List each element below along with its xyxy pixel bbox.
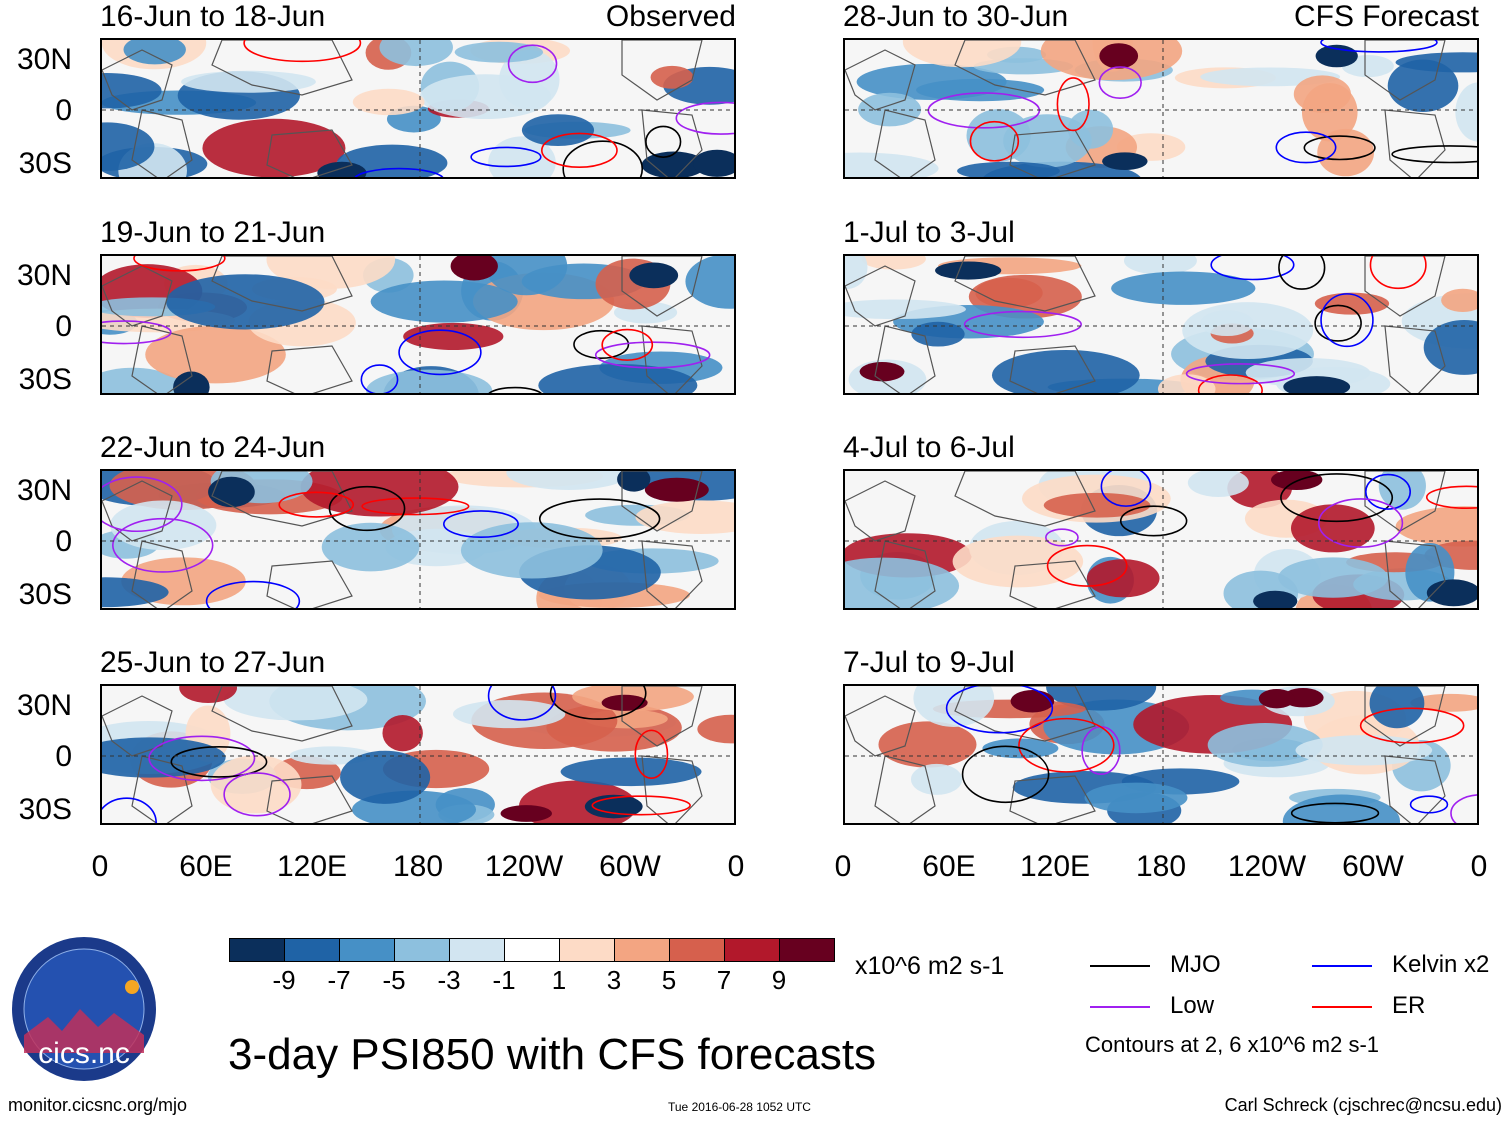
colorbar-tick-label: -3 [437, 965, 461, 995]
map-frame [843, 254, 1479, 395]
map-panel-5: 28-Jun to 30-Jun CFS Forecast [843, 0, 1479, 179]
latitude-label: 0 [55, 310, 72, 343]
psi-field [845, 471, 1477, 608]
legend-label: Kelvin x2 [1392, 951, 1490, 978]
latitude-label: 30S [18, 147, 72, 180]
colorbar-units: x10^6 m2 s-1 [855, 952, 1005, 980]
longitude-label: 120E [1019, 850, 1091, 883]
panel-date-range: 25-Jun to 27-Jun [100, 646, 326, 679]
longitude-label: 60W [1342, 850, 1404, 883]
latitude-label: 30S [18, 793, 72, 826]
cics-logo: cics.nc [12, 937, 156, 1081]
longitude-label: 0 [727, 850, 745, 883]
legend-label: ER [1392, 992, 1426, 1019]
longitude-label: 0 [834, 850, 852, 883]
panel-source-label: CFS Forecast [1293, 0, 1479, 33]
longitude-label: 0 [1470, 850, 1488, 883]
legend-line-swatch [1090, 965, 1150, 967]
map-panel-6: 1-Jul to 3-Jul [843, 216, 1479, 395]
psi-field [102, 256, 734, 393]
legend-line-swatch [1312, 965, 1372, 967]
colorbar-swatch [724, 938, 780, 962]
longitude-label: 60E [922, 850, 976, 883]
panel-date-range: 1-Jul to 3-Jul [843, 216, 1015, 249]
panel-date-range: 19-Jun to 21-Jun [100, 216, 326, 249]
map-panel-2: 19-Jun to 21-Jun [100, 216, 736, 395]
colorbar-tick-label: -1 [492, 965, 516, 995]
map-frame [100, 38, 736, 179]
colorbar-swatch [394, 938, 450, 962]
panel-date-range: 7-Jul to 9-Jul [843, 646, 1015, 679]
legend-label: Low [1170, 992, 1215, 1019]
panel-date-range: 16-Jun to 18-Jun [100, 0, 326, 33]
colorbar-tick-label: -5 [382, 965, 406, 995]
colorbar-tick-label: -9 [272, 965, 296, 995]
map-frame [100, 469, 736, 610]
longitude-label: 120W [484, 850, 564, 883]
colorbar-tick-label: 9 [771, 965, 787, 995]
map-frame [100, 254, 736, 395]
map-panel-7: 4-Jul to 6-Jul [843, 431, 1479, 610]
colorbar-tick-label: 5 [661, 965, 677, 995]
colorbar-tick-label: -7 [327, 965, 351, 995]
panel-date-range: 28-Jun to 30-Jun [843, 0, 1069, 33]
legend-label: MJO [1170, 951, 1221, 978]
latitude-label: 0 [55, 94, 72, 127]
contour-interval-note: Contours at 2, 6 x10^6 m2 s-1 [1085, 1032, 1380, 1057]
longitude-label: 120E [276, 850, 348, 883]
colorbar-swatch [229, 938, 285, 962]
map-frame [843, 38, 1479, 179]
latitude-label: 0 [55, 740, 72, 773]
colorbar-swatch [614, 938, 670, 962]
colorbar-swatch [669, 938, 725, 962]
legend-line-swatch [1090, 1006, 1150, 1008]
figure-title: 3-day PSI850 with CFS forecasts [228, 1030, 877, 1079]
longitude-label: 0 [91, 850, 109, 883]
source-url[interactable]: monitor.cicsnc.org/mjo [8, 1095, 188, 1115]
latitude-label: 30N [16, 474, 72, 507]
psi-field [102, 40, 734, 177]
longitude-label: 60E [179, 850, 233, 883]
legend-line-swatch [1312, 1006, 1372, 1008]
colorbar-swatch [559, 938, 615, 962]
latitude-label: 30S [18, 578, 72, 611]
map-panel-4: 25-Jun to 27-Jun [100, 646, 736, 825]
latitude-label: 30N [16, 43, 72, 76]
longitude-label: 180 [392, 850, 444, 883]
colorbar-swatch [779, 938, 835, 962]
latitude-label: 30N [16, 259, 72, 292]
latitude-label: 0 [55, 525, 72, 558]
psi-field [845, 40, 1477, 177]
longitude-label: 180 [1135, 850, 1187, 883]
psi-field [102, 686, 734, 823]
colorbar-tick-label: 7 [716, 965, 732, 995]
colorbar-swatch [504, 938, 560, 962]
psi-field [845, 256, 1477, 393]
colorbar-swatch [284, 938, 340, 962]
map-frame [843, 684, 1479, 825]
colorbar-swatch [339, 938, 395, 962]
latitude-label: 30S [18, 363, 72, 396]
psi-field [102, 471, 734, 608]
latitude-label: 30N [16, 689, 72, 722]
panel-source-label: Observed [605, 0, 736, 33]
colorbar-tick-label: 1 [551, 965, 567, 995]
map-frame [843, 469, 1479, 610]
colorbar-swatch [449, 938, 505, 962]
map-panel-3: 22-Jun to 24-Jun [100, 431, 736, 610]
colorbar-tick-label: 3 [606, 965, 622, 995]
map-panel-1: 16-Jun to 18-Jun Observed [100, 0, 736, 179]
panel-date-range: 4-Jul to 6-Jul [843, 431, 1015, 464]
author-credit: Carl Schreck (cjschrec@ncsu.edu) [1224, 1095, 1502, 1115]
psi-field [845, 686, 1477, 823]
logo-wordmark: cics.nc [38, 1037, 130, 1070]
longitude-label: 120W [1227, 850, 1307, 883]
longitude-label: 60W [599, 850, 661, 883]
map-panel-8: 7-Jul to 9-Jul [843, 646, 1479, 825]
panel-date-range: 22-Jun to 24-Jun [100, 431, 326, 464]
map-frame [100, 684, 736, 825]
timestamp: Tue 2016-06-28 1052 UTC [668, 1100, 811, 1114]
